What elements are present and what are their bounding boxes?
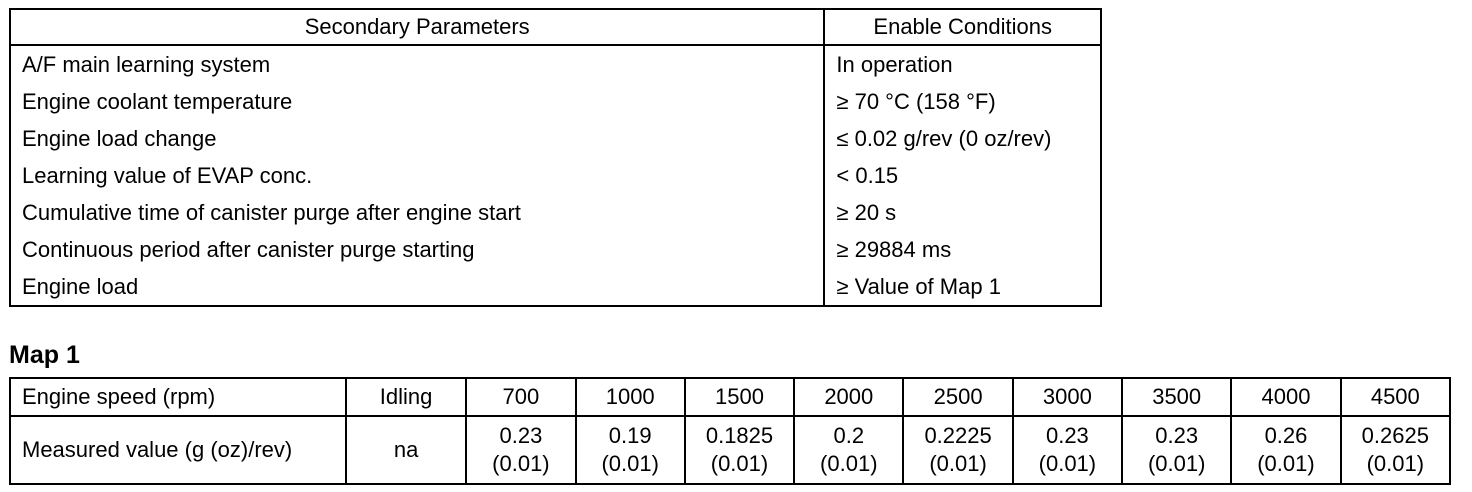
value-main: 0.23	[1155, 423, 1199, 448]
map-1-table: Engine speed (rpm) Idling 700 1000 1500 …	[9, 377, 1452, 485]
param-cell: Engine load	[8, 268, 826, 307]
table-row: Engine coolant temperature ≥ 70 °C (158 …	[8, 83, 1102, 120]
speed-cell: 3500	[1121, 377, 1233, 417]
param-cell: Engine load change	[8, 120, 826, 157]
value-cell: na	[344, 415, 468, 485]
param-cell: Engine coolant temperature	[8, 83, 826, 120]
header-enable-conditions: Enable Conditions	[823, 8, 1102, 46]
value-main: 0.2	[833, 423, 865, 448]
value-sub: (0.01)	[1366, 451, 1425, 476]
condition-cell: ≥ Value of Map 1	[823, 268, 1102, 307]
engine-speed-label: Engine speed (rpm)	[9, 377, 347, 417]
table-row: Learning value of EVAP conc. < 0.15	[8, 157, 1102, 194]
value-sub: (0.01)	[1147, 451, 1206, 476]
value-main: 0.23	[1045, 423, 1089, 448]
value-sub: (0.01)	[710, 451, 769, 476]
speed-cell: 700	[465, 377, 577, 417]
map-title: Map 1	[9, 341, 80, 369]
engine-speed-row: Engine speed (rpm) Idling 700 1000 1500 …	[9, 377, 1452, 417]
speed-cell: 2500	[902, 377, 1014, 417]
speed-cell: 1500	[683, 377, 796, 417]
value-main: na	[393, 437, 419, 462]
value-cell: 0.26 (0.01)	[1230, 415, 1342, 485]
value-cell: 0.19 (0.01)	[574, 415, 686, 485]
value-cell: 0.23 (0.01)	[1121, 415, 1233, 485]
param-cell: Cumulative time of canister purge after …	[8, 194, 826, 231]
value-sub: (0.01)	[601, 451, 659, 476]
value-sub: (0.01)	[1038, 451, 1097, 476]
speed-cell: Idling	[344, 377, 468, 417]
value-sub: (0.01)	[929, 451, 987, 476]
speed-cell: 2000	[793, 377, 905, 417]
header-secondary-parameters: Secondary Parameters	[8, 8, 826, 46]
measured-value-label: Measured value (g (oz)/rev)	[9, 415, 347, 485]
value-sub: (0.01)	[820, 451, 878, 476]
param-cell: Continuous period after canister purge s…	[8, 231, 826, 268]
secondary-parameters-table: Secondary Parameters Enable Conditions A…	[8, 8, 1102, 307]
speed-cell: 4000	[1230, 377, 1342, 417]
condition-cell: ≥ 20 s	[823, 194, 1102, 231]
value-main: 0.2625	[1361, 423, 1429, 448]
value-main: 0.2225	[924, 423, 992, 448]
condition-cell: ≥ 29884 ms	[823, 231, 1102, 268]
measured-value-row: Measured value (g (oz)/rev) na 0.23 (0.01…	[9, 415, 1452, 485]
value-cell: 0.23 (0.01)	[1011, 415, 1124, 485]
value-sub: (0.01)	[492, 451, 550, 476]
condition-cell: < 0.15	[823, 157, 1102, 194]
condition-cell: In operation	[823, 45, 1102, 83]
speed-cell: 4500	[1339, 377, 1452, 417]
condition-cell: ≥ 70 °C (158 °F)	[823, 83, 1102, 120]
table-row: Engine load change ≤ 0.02 g/rev (0 oz/re…	[8, 120, 1102, 157]
value-cell: 0.2625 (0.01)	[1339, 415, 1452, 485]
value-main: 0.23	[499, 423, 543, 448]
value-cell: 0.1825 (0.01)	[683, 415, 796, 485]
param-cell: Learning value of EVAP conc.	[8, 157, 826, 194]
value-sub: (0.01)	[1257, 451, 1315, 476]
speed-cell: 1000	[574, 377, 686, 417]
value-main: 0.1825	[705, 423, 774, 448]
value-cell: 0.23 (0.01)	[465, 415, 577, 485]
condition-cell: ≤ 0.02 g/rev (0 oz/rev)	[823, 120, 1102, 157]
value-main: 0.19	[608, 423, 652, 448]
table-row: Continuous period after canister purge s…	[8, 231, 1102, 268]
table-header-row: Secondary Parameters Enable Conditions	[8, 8, 1102, 46]
value-cell: 0.2225 (0.01)	[902, 415, 1014, 485]
speed-cell: 3000	[1011, 377, 1124, 417]
table-row: Cumulative time of canister purge after …	[8, 194, 1102, 231]
value-cell: 0.2 (0.01)	[793, 415, 905, 485]
table-row: Engine load ≥ Value of Map 1	[8, 268, 1102, 307]
param-cell: A/F main learning system	[8, 45, 826, 83]
table-row: A/F main learning system In operation	[8, 45, 1102, 83]
value-main: 0.26	[1264, 423, 1308, 448]
